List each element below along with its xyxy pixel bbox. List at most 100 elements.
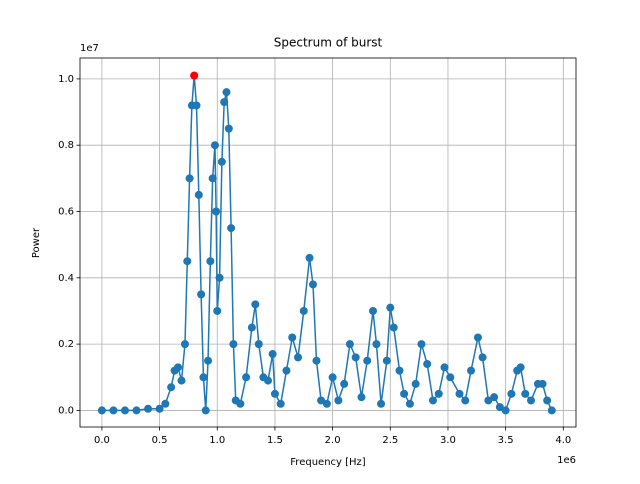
data-point xyxy=(345,340,354,349)
data-point xyxy=(220,98,229,107)
data-point xyxy=(446,373,455,382)
x-tick-label: 0.5 xyxy=(152,435,168,446)
data-point xyxy=(473,333,482,342)
data-point xyxy=(490,393,499,402)
data-point xyxy=(405,399,414,408)
data-point xyxy=(309,280,318,289)
data-point xyxy=(229,340,238,349)
data-point xyxy=(340,379,349,388)
data-point xyxy=(521,389,530,398)
x-tick-label: 2.5 xyxy=(382,435,398,446)
chart-title: Spectrum of burst xyxy=(274,36,383,50)
x-tick-label: 1.5 xyxy=(267,435,283,446)
data-point xyxy=(400,389,409,398)
data-point xyxy=(312,356,321,365)
data-point xyxy=(167,383,176,392)
x-tick-label: 1.0 xyxy=(209,435,225,446)
data-point xyxy=(227,224,236,233)
data-point xyxy=(132,406,141,415)
data-point xyxy=(174,363,183,372)
data-point xyxy=(389,323,398,332)
data-point xyxy=(428,396,437,405)
data-point xyxy=(264,376,273,385)
data-point xyxy=(417,340,426,349)
data-point xyxy=(268,350,277,359)
data-point xyxy=(222,88,231,97)
y-tick-label: 0.0 xyxy=(58,405,74,416)
data-point xyxy=(155,404,164,413)
data-point xyxy=(144,404,153,413)
plot-frame xyxy=(79,57,577,428)
data-point xyxy=(254,340,263,349)
data-point xyxy=(161,399,170,408)
data-point xyxy=(242,373,251,382)
data-point xyxy=(455,389,464,398)
y-tick-label: 0.2 xyxy=(58,339,74,350)
data-point xyxy=(251,300,260,309)
y-tick-label: 0.6 xyxy=(58,207,74,218)
data-point xyxy=(501,406,510,415)
data-point xyxy=(377,399,386,408)
data-point xyxy=(212,207,221,216)
data-point xyxy=(328,373,337,382)
data-point xyxy=(440,363,449,372)
data-point xyxy=(180,340,189,349)
data-point xyxy=(516,363,525,372)
data-point xyxy=(478,353,487,362)
data-point xyxy=(177,376,186,385)
data-point xyxy=(372,340,381,349)
data-point xyxy=(192,101,201,110)
data-point xyxy=(434,389,443,398)
x-tick-label: 0.0 xyxy=(94,435,110,446)
data-point xyxy=(363,356,372,365)
data-point xyxy=(210,141,219,150)
data-point xyxy=(236,399,245,408)
x-tick-label: 3.0 xyxy=(440,435,456,446)
data-point xyxy=(527,396,536,405)
data-point xyxy=(322,399,331,408)
x-tick-label: 3.5 xyxy=(498,435,514,446)
data-point xyxy=(194,190,203,199)
data-point xyxy=(183,257,192,266)
data-point xyxy=(543,396,552,405)
data-point xyxy=(185,174,194,183)
y-tick-label: 0.4 xyxy=(58,273,74,284)
x-axis-label: Frequency [Hz] xyxy=(290,457,366,468)
x-tick-label: 2.0 xyxy=(325,435,341,446)
data-point xyxy=(270,389,279,398)
y-tick-label: 1.0 xyxy=(58,74,74,85)
data-point xyxy=(288,333,297,342)
data-point xyxy=(461,396,470,405)
data-point xyxy=(206,257,215,266)
peak-point xyxy=(190,71,199,80)
data-point xyxy=(538,379,547,388)
data-point xyxy=(382,356,391,365)
y-offset-label: 1e7 xyxy=(80,43,99,54)
data-point xyxy=(368,306,377,315)
data-point xyxy=(120,406,129,415)
data-point xyxy=(199,373,208,382)
data-point xyxy=(109,406,118,415)
data-point xyxy=(215,273,224,282)
data-point xyxy=(224,124,233,133)
data-point xyxy=(282,366,291,375)
data-point xyxy=(467,366,476,375)
data-point xyxy=(97,406,106,415)
data-point xyxy=(294,353,303,362)
data-point xyxy=(208,174,217,183)
data-point xyxy=(423,360,432,369)
data-point xyxy=(395,366,404,375)
data-point xyxy=(217,157,226,166)
x-tick-label: 4.0 xyxy=(555,435,571,446)
data-point xyxy=(334,396,343,405)
x-offset-label: 1e6 xyxy=(557,455,576,466)
y-tick-label: 0.8 xyxy=(58,140,74,151)
data-point xyxy=(213,306,222,315)
data-point xyxy=(386,303,395,312)
data-point xyxy=(204,356,213,365)
data-point xyxy=(247,323,256,332)
data-point xyxy=(411,379,420,388)
data-point xyxy=(507,389,516,398)
